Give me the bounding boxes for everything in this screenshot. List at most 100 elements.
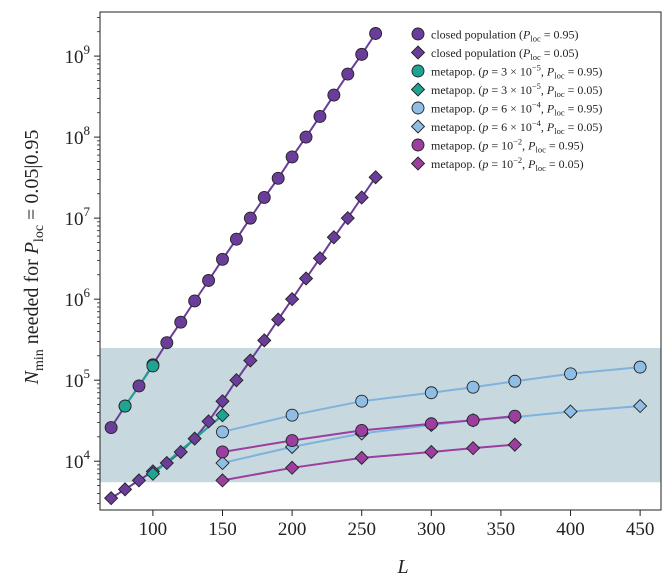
legend-label-2: metapop. (p = 3 × 10−5, Ploc = 0.95)	[431, 63, 602, 81]
data-point-s4-2	[355, 394, 369, 408]
data-point-s1-19	[368, 170, 383, 185]
data-point-s1-1	[117, 482, 133, 497]
data-point-s1-14	[298, 271, 314, 286]
data-point-s0-11	[257, 191, 271, 204]
data-point-s6-3	[424, 417, 438, 431]
data-point-s1-2	[131, 473, 147, 488]
x-tick-label-2: 200	[278, 519, 307, 540]
y-tick-label-4: 108	[65, 123, 91, 149]
data-point-s6-2	[355, 423, 369, 437]
data-point-s7-2	[354, 450, 369, 465]
data-point-s1-15	[312, 251, 328, 266]
series-line-4	[222, 366, 641, 433]
y-tick-label-1: 105	[65, 366, 91, 392]
legend-label-3: metapop. (p = 3 × 10−5, Ploc = 0.05)	[431, 81, 602, 99]
data-point-s6-5	[508, 409, 522, 423]
data-point-s0-8	[216, 252, 229, 266]
data-point-s6-0	[216, 445, 229, 459]
data-point-s4-3	[424, 386, 438, 400]
data-point-s1-10	[243, 353, 258, 368]
data-point-s0-9	[229, 232, 243, 246]
data-point-s3-0	[145, 466, 161, 481]
legend-label-1: closed population (Ploc = 0.05)	[431, 46, 578, 62]
x-tick-label-5: 350	[487, 519, 516, 540]
x-tick-label-0: 100	[139, 519, 168, 540]
data-point-s0-6	[188, 294, 202, 308]
data-point-s5-7	[632, 398, 648, 414]
data-point-s1-0	[104, 491, 119, 506]
legend-marker-2	[411, 64, 425, 78]
data-point-s5-0	[215, 455, 230, 471]
data-point-s7-3	[424, 444, 439, 460]
x-tick-label-3: 250	[347, 519, 376, 540]
data-point-s0-0	[104, 421, 118, 435]
legend-label-4: metapop. (p = 6 × 10−4, Ploc = 0.95)	[431, 100, 602, 118]
data-point-s6-4	[466, 413, 480, 427]
data-point-s1-11	[257, 333, 272, 348]
legend-marker-4	[411, 101, 425, 115]
legend-marker-7	[410, 156, 426, 171]
y-tick-label-0: 104	[65, 447, 91, 473]
data-point-s0-19	[369, 27, 383, 40]
legend-label-0: closed population (Ploc = 0.95)	[431, 28, 578, 44]
data-point-s1-6	[187, 431, 202, 446]
data-point-s0-16	[327, 88, 341, 102]
data-point-s1-17	[340, 211, 355, 226]
data-point-s6-1	[285, 434, 299, 447]
data-point-s1-13	[284, 292, 300, 307]
data-point-s3-1	[215, 408, 230, 423]
data-point-s1-9	[229, 373, 244, 388]
data-point-s7-5	[507, 437, 522, 452]
series-line-6	[222, 415, 515, 453]
data-point-s1-8	[215, 394, 230, 409]
legend-label-6: metapop. (p = 10−2, Ploc = 0.95)	[431, 137, 584, 155]
data-point-s0-10	[243, 211, 257, 225]
data-point-s7-4	[465, 441, 481, 456]
data-point-s7-0	[215, 473, 230, 488]
data-point-s1-12	[271, 312, 286, 327]
data-point-s5-6	[563, 404, 578, 419]
data-point-s1-7	[201, 414, 216, 429]
x-tick-label-7: 450	[626, 519, 655, 540]
data-point-s4-1	[285, 408, 299, 422]
shaded-region	[100, 347, 661, 483]
data-point-s0-5	[174, 315, 188, 329]
series-line-7	[222, 443, 515, 482]
x-axis-title: L	[396, 556, 408, 573]
legend-marker-3	[410, 82, 426, 97]
data-point-s0-12	[271, 171, 285, 185]
legend-marker-5	[410, 119, 426, 134]
y-tick-label-3: 107	[65, 204, 91, 230]
data-point-s4-6	[564, 367, 577, 381]
legend-marker-0	[411, 27, 425, 41]
data-point-s7-1	[284, 460, 300, 475]
plot-frame	[99, 11, 662, 511]
data-point-s1-4	[159, 455, 174, 471]
y-axis-title: Nmin needed for Ploc = 0.05|0.95	[21, 130, 47, 386]
data-point-s4-0	[216, 425, 229, 439]
legend-label-7: metapop. (p = 10−2, Ploc = 0.05)	[431, 155, 584, 173]
data-point-s2-1	[146, 359, 160, 373]
data-point-s0-4	[160, 336, 174, 350]
data-point-s0-17	[341, 67, 355, 81]
series-markers-layer	[104, 27, 648, 506]
data-point-s1-18	[354, 190, 369, 205]
data-point-s0-18	[355, 47, 369, 61]
x-tick-label-6: 400	[556, 519, 585, 540]
shaded-band-layer	[100, 347, 661, 483]
data-point-s4-7	[633, 360, 647, 374]
axes: 100 150 200 250 300 350 400 450 104 105 106 107 108 1…	[65, 11, 662, 540]
x-tick-label-1: 150	[208, 519, 237, 540]
data-point-s4-4	[466, 380, 480, 394]
data-point-s1-16	[326, 230, 342, 245]
data-point-s0-14	[299, 130, 313, 144]
y-tick-label-2: 106	[65, 285, 91, 311]
x-tick-label-4: 300	[417, 519, 446, 540]
legend-marker-1	[410, 45, 426, 60]
data-point-s4-5	[508, 374, 522, 388]
data-point-s0-2	[132, 379, 146, 393]
y-tick-label-5: 109	[65, 42, 91, 68]
data-point-s0-13	[285, 150, 299, 164]
data-point-s0-15	[313, 109, 327, 123]
legend-label-5: metapop. (p = 6 × 10−4, Ploc = 0.05)	[431, 118, 602, 136]
